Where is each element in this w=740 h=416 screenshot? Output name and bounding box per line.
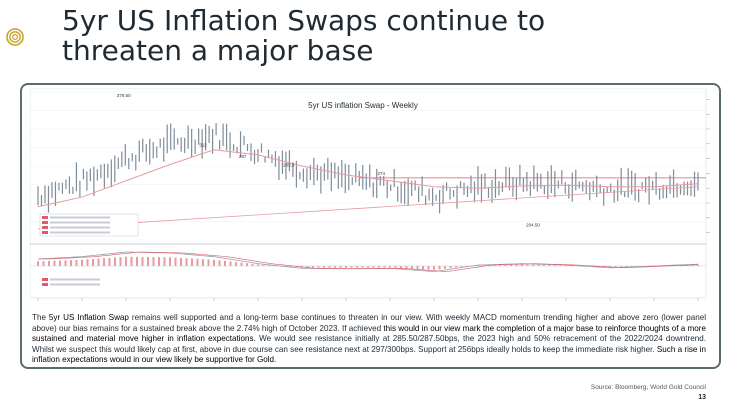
moving-average-line (37, 149, 699, 208)
inflation-swap-chart: 5yr US inflation Swap - Weekly 379.50 312… (30, 88, 710, 301)
macd-legend (42, 278, 100, 286)
price-bars (37, 123, 699, 214)
annotation-label: 274 (377, 171, 385, 176)
chart-legend (39, 213, 139, 237)
annotation-label: 285.5 (283, 162, 295, 167)
annotation-label: 379.50 (117, 93, 131, 98)
gold-logo-icon (6, 28, 24, 46)
y-axis-ticks (706, 99, 710, 233)
chart-annotations: 379.50 312 297 285.5 274 204.50 (117, 93, 540, 228)
x-axis-ticks (37, 298, 699, 301)
annotation-label: 204.50 (526, 222, 540, 227)
macd-panel (30, 251, 706, 273)
commentary-text: The 5yr US Inflation Swap remains well s… (32, 313, 707, 365)
macd-signal-line (38, 251, 699, 272)
annotation-label: 297 (239, 154, 247, 159)
chart-title: 5yr US inflation Swap - Weekly (308, 101, 418, 110)
trend-line (37, 186, 699, 230)
annotation-label: 312 (199, 143, 207, 148)
page-number: 13 (698, 394, 706, 401)
page-title: 5yr US Inflation Swaps continue to threa… (62, 4, 546, 67)
source-note: Source: Bloomberg, World Gold Council (590, 384, 706, 391)
